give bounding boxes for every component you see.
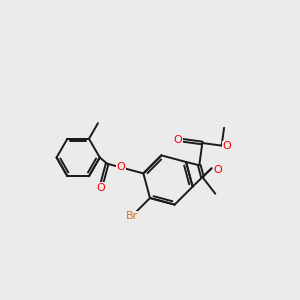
Text: O: O [116,162,125,172]
Text: Br: Br [125,212,138,221]
Text: O: O [223,141,231,152]
Text: O: O [214,165,223,175]
Text: O: O [96,183,105,193]
Text: O: O [173,135,182,145]
